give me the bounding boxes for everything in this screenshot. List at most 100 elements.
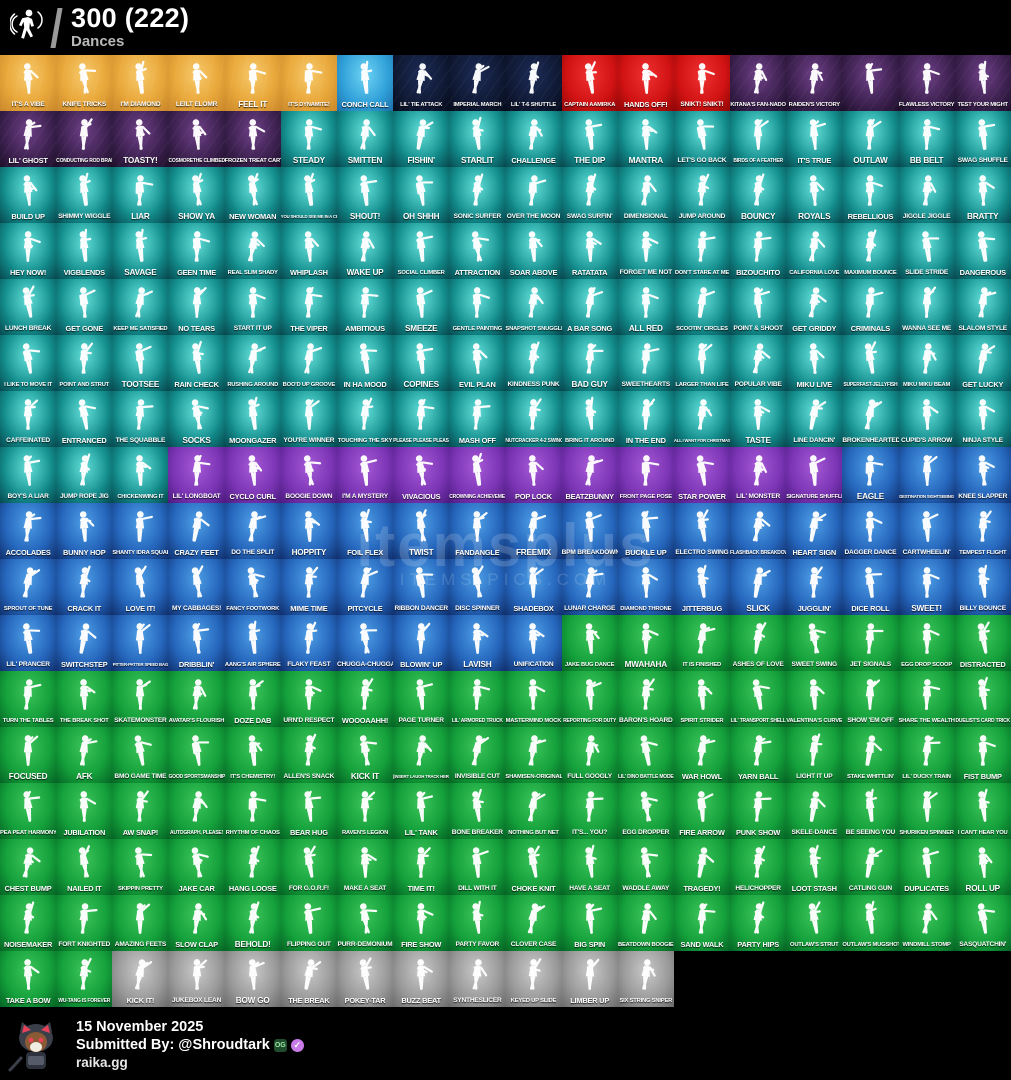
emote-cell[interactable]: POINT AND STRUT <box>56 335 113 391</box>
emote-cell[interactable]: BIZOUCHITO <box>730 223 787 279</box>
emote-cell[interactable]: MAXIMUM BOUNCE <box>842 223 899 279</box>
emote-cell[interactable]: BARON'S HOARD <box>617 671 674 727</box>
emote-cell[interactable]: ALLEN'S SNACK <box>280 727 337 783</box>
emote-cell[interactable]: IT'S... YOU? <box>561 783 618 839</box>
emote-cell[interactable]: KNEE SLAPPER <box>954 447 1011 503</box>
emote-cell[interactable]: IT'S TRUE <box>786 111 843 167</box>
emote-cell[interactable]: POINT & SHOOT <box>730 279 787 335</box>
emote-cell[interactable]: RIBBON DANCER <box>393 559 450 615</box>
emote-cell[interactable]: ENTRANCED <box>56 391 113 447</box>
emote-cell[interactable]: ELECTRO SWING <box>673 503 731 559</box>
emote-cell[interactable]: DO THE SPLIT <box>224 503 281 559</box>
emote-cell[interactable]: SLICK <box>730 559 787 615</box>
emote-cell[interactable]: RUSHING AROUND <box>224 335 281 391</box>
emote-cell[interactable]: IT'S CHEMISTRY! <box>224 727 281 783</box>
emote-cell[interactable]: HELICHOPPER <box>730 839 787 895</box>
emote-cell[interactable]: BILLY BOUNCE <box>954 559 1011 615</box>
emote-cell[interactable]: KNIFE TRICKS <box>56 55 113 111</box>
emote-cell[interactable]: BEAR HUG <box>280 783 337 839</box>
emote-cell[interactable]: TRAGEDY! <box>673 839 731 895</box>
emote-cell[interactable]: BRING IT AROUND <box>561 391 618 447</box>
emote-cell[interactable]: EGG DROP SCOOP <box>898 615 955 671</box>
emote-cell[interactable]: KEYED UP SLIDE <box>505 951 562 1007</box>
emote-cell[interactable]: WOOOAAHH! <box>336 671 394 727</box>
emote-cell[interactable]: TURN THE TABLES <box>0 671 57 727</box>
emote-cell[interactable]: DIMENSIONAL <box>617 167 674 223</box>
emote-cell[interactable]: CRIMINALS <box>842 279 899 335</box>
emote-cell[interactable]: WU-TANG IS FOREVER <box>56 951 113 1007</box>
emote-cell[interactable]: BEATZBUNNY <box>561 447 618 503</box>
emote-cell[interactable]: FANDANGLE <box>449 503 506 559</box>
emote-cell[interactable]: RAVEN'S LEGION <box>336 783 394 839</box>
emote-cell[interactable]: SWAG SURFIN' <box>561 167 618 223</box>
emote-cell[interactable]: TOASTY! <box>112 111 169 167</box>
emote-cell[interactable]: EGG DROPPER <box>617 783 674 839</box>
emote-cell[interactable]: [INSERT LAUGH TRACK HERE] <box>393 727 450 783</box>
emote-cell[interactable]: JAKE CAR <box>168 839 225 895</box>
emote-cell[interactable]: PARTY FAVOR <box>449 895 506 951</box>
emote-cell[interactable]: VALENTINA'S CURVE <box>786 671 843 727</box>
emote-cell[interactable]: SONIC SURFER <box>449 167 506 223</box>
emote-cell[interactable]: SHOUT! <box>336 167 394 223</box>
emote-cell[interactable]: JUMP AROUND <box>673 167 731 223</box>
emote-cell[interactable]: TOOTSEE <box>112 335 169 391</box>
emote-cell[interactable]: PEA PEAT HARMONY <box>0 783 57 839</box>
emote-cell[interactable]: HEY NOW! <box>0 223 57 279</box>
emote-cell[interactable]: JIGGLE JIGGLE <box>898 167 955 223</box>
emote-cell[interactable]: WINDMILL STOMP <box>898 895 955 951</box>
emote-cell[interactable]: JUGGLIN' <box>786 559 843 615</box>
emote-cell[interactable]: FISHIN' <box>393 111 450 167</box>
emote-cell[interactable]: BIG SPIN <box>561 895 618 951</box>
emote-cell[interactable]: DICE ROLL <box>842 559 899 615</box>
emote-cell[interactable]: FRONT PAGE POSE <box>617 447 674 503</box>
emote-cell[interactable]: DILL WITH IT <box>449 839 506 895</box>
emote-cell[interactable]: SMITTEN <box>336 111 394 167</box>
emote-cell[interactable]: IMPERIAL MARCH <box>449 55 506 111</box>
emote-cell[interactable]: NO TEARS <box>168 279 225 335</box>
emote-cell[interactable]: BUNNY HOP <box>56 503 113 559</box>
emote-cell[interactable]: BRATTY <box>954 167 1011 223</box>
emote-cell[interactable]: BB BELT <box>898 111 955 167</box>
emote-cell[interactable]: SWEET! <box>898 559 955 615</box>
emote-cell[interactable]: BE SEEING YOU <box>842 783 899 839</box>
emote-cell[interactable]: FLIPPING OUT <box>280 895 337 951</box>
emote-cell[interactable]: GET LUCKY <box>954 335 1011 391</box>
emote-cell[interactable]: I'M A MYSTERY <box>336 447 394 503</box>
emote-cell[interactable]: MASH OFF <box>449 391 506 447</box>
emote-cell[interactable]: OVER THE MOON <box>505 167 562 223</box>
emote-cell[interactable]: FIRE ARROW <box>673 783 731 839</box>
emote-cell[interactable]: OH SHHH <box>393 167 450 223</box>
emote-cell[interactable]: DRIBBLIN' <box>168 615 225 671</box>
emote-cell[interactable]: LEILT ELOMR <box>168 55 225 111</box>
emote-cell[interactable]: VIVACIOUS <box>393 447 450 503</box>
emote-cell[interactable]: GEEN TIME <box>168 223 225 279</box>
emote-cell[interactable]: SHANTY IDRA SQUAD <box>112 503 169 559</box>
emote-cell[interactable]: LARGER THAN LIFE <box>673 335 731 391</box>
emote-cell[interactable]: YOU SHOULD SEE ME IN A CROWN <box>280 167 337 223</box>
emote-cell[interactable]: NOISEMAKER <box>0 895 57 951</box>
emote-cell[interactable]: THE SQUABBLE <box>112 391 169 447</box>
emote-cell[interactable]: OUTLAW'S STRUT <box>786 895 843 951</box>
emote-cell[interactable]: SHADEBOX <box>505 559 562 615</box>
emote-cell[interactable]: NOTHING BUT NET <box>505 783 562 839</box>
emote-cell[interactable]: STAKE WHITTLIN' <box>842 727 899 783</box>
emote-cell[interactable]: STARLIT <box>449 111 506 167</box>
emote-cell[interactable]: ALL I WANT FOR CHRISTMAS IS YOU <box>673 391 731 447</box>
emote-cell[interactable]: RAIN CHECK <box>168 335 225 391</box>
emote-cell[interactable]: JET SIGNALS <box>842 615 899 671</box>
emote-cell[interactable]: JITTERBUG <box>673 559 731 615</box>
emote-cell[interactable]: THE VIPER <box>280 279 337 335</box>
emote-cell[interactable]: JUKEBOX LEAN <box>168 951 225 1007</box>
emote-cell[interactable]: LIL' PRANCER <box>0 615 57 671</box>
emote-cell[interactable]: SPROUT OF TUNE <box>0 559 57 615</box>
emote-cell[interactable]: JUBILATION <box>56 783 113 839</box>
emote-cell[interactable]: WAR HOWL <box>673 727 731 783</box>
emote-cell[interactable]: DIAMOND THRONE <box>617 559 674 615</box>
emote-cell[interactable]: CHICKENWING IT <box>112 447 169 503</box>
emote-cell[interactable]: LIL' GHOST <box>0 111 57 167</box>
emote-cell[interactable]: AVATAR'S FLOURISH <box>168 671 225 727</box>
emote-cell[interactable]: MANTRA <box>617 111 674 167</box>
emote-cell[interactable]: AMBITIOUS <box>336 279 394 335</box>
emote-cell[interactable]: SYNTHESLICER <box>449 951 506 1007</box>
emote-cell[interactable]: DUPLICATES <box>898 839 955 895</box>
